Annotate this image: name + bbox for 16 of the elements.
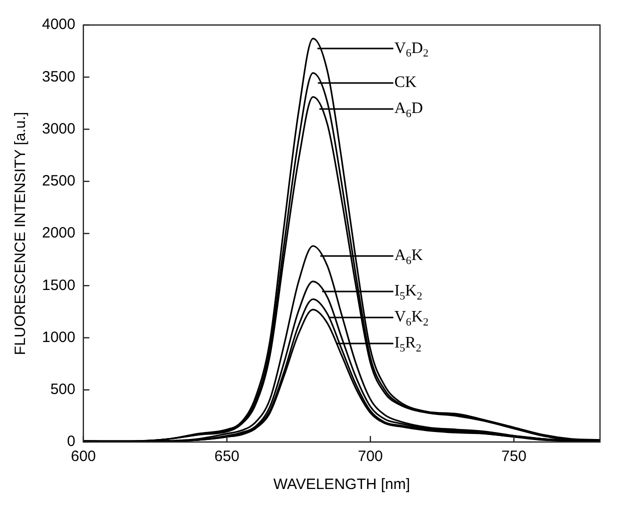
y-tick-label: 2500	[42, 172, 76, 190]
y-tick-label: 2000	[42, 224, 76, 242]
x-tick-label: 600	[70, 448, 96, 466]
y-tick-label: 3000	[42, 120, 76, 138]
y-tick-label: 0	[67, 433, 76, 450]
x-tick-label: 700	[358, 448, 383, 466]
x-tick-label: 750	[501, 448, 526, 466]
x-tick-label: 650	[214, 448, 240, 466]
y-axis-title: FLUORESCENCE INTENSITY [a.u.]	[12, 112, 30, 356]
y-tick-label: 1000	[42, 328, 76, 346]
legend-label: CK	[394, 74, 418, 92]
y-tick-label: 500	[50, 381, 76, 398]
y-tick-label: 1500	[42, 276, 76, 294]
y-tick-label: 3500	[42, 68, 76, 86]
y-tick-label: 4000	[42, 16, 76, 34]
x-axis-title: WAVELENGTH [nm]	[273, 476, 410, 494]
